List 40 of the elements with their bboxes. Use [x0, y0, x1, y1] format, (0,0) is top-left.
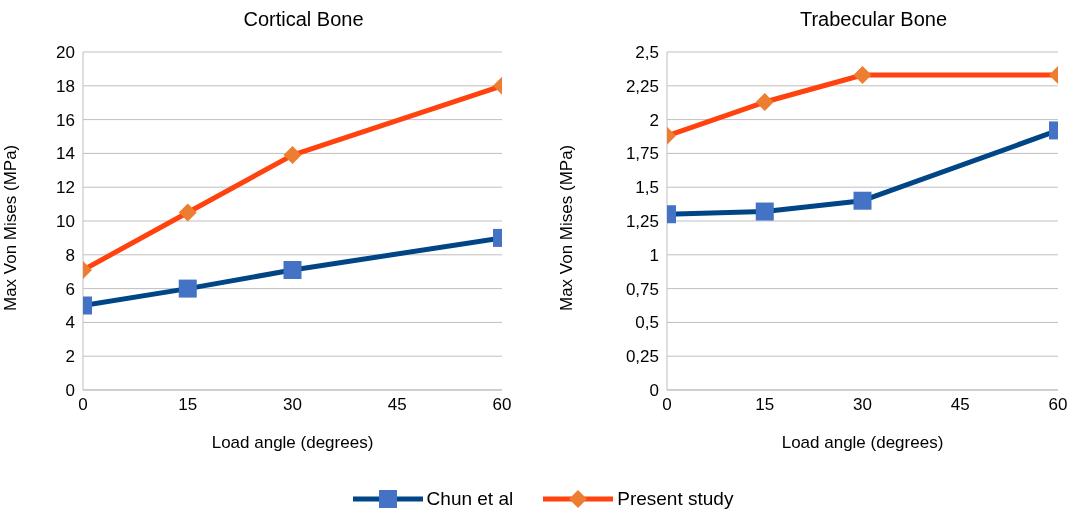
x-tick-label: 60 [492, 395, 512, 415]
x-tick-label: 15 [178, 395, 198, 415]
y-tick-label: 1,5 [635, 178, 659, 198]
y-tick-label: 20 [56, 43, 75, 63]
legend-label: Chun et al [426, 488, 514, 510]
y-tick-label: 1,75 [625, 144, 659, 164]
y-tick-label: 8 [65, 245, 75, 265]
y-tick-label: 0 [65, 381, 75, 401]
x-tick-label: 45 [950, 395, 970, 415]
x-tick-label: 30 [853, 395, 872, 415]
y-tick-label: 4 [65, 313, 75, 333]
x-tick-label: 0 [78, 395, 88, 415]
x-tick-label: 60 [1048, 395, 1068, 415]
y-tick-label: 10 [56, 212, 75, 232]
y-tick-label: 0,75 [625, 279, 659, 299]
y-tick-label: 0 [649, 381, 659, 401]
x-axis-title: Load angle (degrees) [211, 433, 374, 452]
x-tick-label: 45 [387, 395, 407, 415]
y-tick-label: 0,5 [635, 313, 659, 333]
y-tick-label: 2,5 [635, 43, 659, 63]
y-axis-title: Max Von Mises (MPa) [557, 144, 577, 311]
y-tick-label: 1,25 [625, 212, 659, 232]
legend-label: Present study [617, 488, 734, 510]
x-tick-label: 30 [283, 395, 302, 415]
y-tick-label: 14 [56, 144, 75, 164]
y-tick-label: 1 [649, 245, 659, 265]
y-tick-label: 18 [56, 76, 75, 96]
chart-title: Trabecular Bone [798, 7, 949, 32]
y-tick-label: 0,25 [625, 347, 659, 367]
x-tick-label: 15 [755, 395, 775, 415]
y-axis-title: Max Von Mises (MPa) [1, 144, 21, 311]
y-tick-label: 16 [56, 110, 75, 130]
chart-title: Cortical Bone [242, 7, 365, 32]
y-tick-label: 2,25 [625, 76, 659, 96]
y-tick-label: 2 [649, 110, 659, 130]
y-tick-label: 12 [56, 178, 75, 198]
x-tick-label: 0 [662, 395, 672, 415]
y-tick-label: 6 [65, 279, 75, 299]
x-axis-title: Load angle (degrees) [781, 433, 944, 452]
y-tick-label: 2 [65, 347, 75, 367]
